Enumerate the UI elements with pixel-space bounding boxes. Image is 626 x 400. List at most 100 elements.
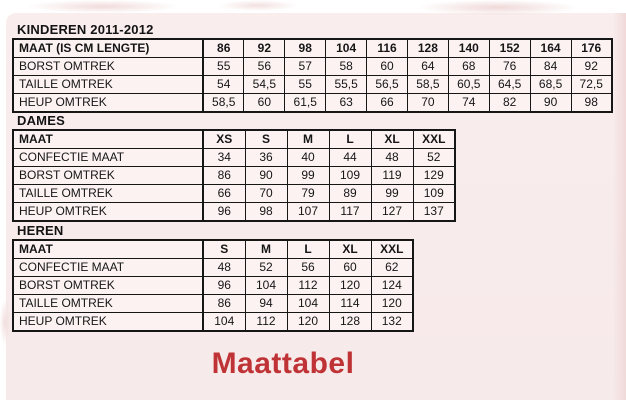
value-cell: 60 — [328, 258, 372, 277]
size-header-cell: XL — [370, 129, 414, 149]
table-header-row: MAAT S M L XL XXL — [12, 239, 414, 259]
value-cell: 48 — [370, 148, 414, 167]
row-label-cell: BORST OMTREK — [12, 166, 204, 185]
table-kinderen: MAAT (IS CM LENGTE) 86 92 98 104 116 128 140 152… — [12, 38, 613, 113]
size-header-cell: M — [286, 129, 330, 149]
size-header-cell: S — [202, 239, 246, 259]
value-cell: 70 — [244, 184, 288, 203]
value-cell: 132 — [370, 312, 414, 332]
row-label-cell: HEUP OMTREK — [12, 93, 204, 113]
value-cell: 109 — [328, 166, 372, 185]
value-cell: 72,5 — [570, 75, 613, 94]
value-cell: 68,5 — [529, 75, 572, 94]
size-header-cell: 176 — [570, 38, 613, 58]
value-cell: 86 — [202, 166, 246, 185]
size-header-cell: XXL — [412, 129, 456, 149]
size-header-cell: XL — [328, 239, 372, 259]
value-cell: 86 — [202, 294, 246, 313]
value-cell: 109 — [412, 184, 456, 203]
page-title: Maattabel — [211, 347, 355, 380]
size-header-cell: L — [286, 239, 330, 259]
value-cell: 98 — [244, 202, 288, 222]
row-label-cell: BORST OMTREK — [12, 57, 204, 76]
value-cell: 40 — [286, 148, 330, 167]
size-header-cell: 92 — [243, 38, 286, 58]
value-cell: 120 — [286, 312, 330, 332]
value-cell: 129 — [412, 166, 456, 185]
row-label-header-cell: MAAT (IS CM LENGTE) — [12, 38, 204, 58]
section-title-dames: DAMES — [17, 113, 65, 128]
value-cell: 34 — [202, 148, 246, 167]
table-header-row: MAAT (IS CM LENGTE) 86 92 98 104 116 128 140 152… — [12, 38, 613, 58]
value-cell: 54,5 — [243, 75, 286, 94]
value-cell: 54 — [202, 75, 245, 94]
value-cell: 124 — [370, 276, 414, 295]
value-cell: 64,5 — [488, 75, 531, 94]
size-header-cell: L — [328, 129, 372, 149]
table-row: HEUP OMTREK 104 112 120 128 132 — [12, 312, 414, 332]
size-header-cell: 98 — [284, 38, 327, 58]
row-label-cell: TAILLE OMTREK — [12, 75, 204, 94]
value-cell: 84 — [529, 57, 572, 76]
value-cell: 58,5 — [406, 75, 449, 94]
value-cell: 55,5 — [325, 75, 368, 94]
row-label-header-cell: MAAT — [12, 239, 204, 259]
table-row: BORST OMTREK 86 90 99 109 119 129 — [12, 166, 456, 185]
table-row: TAILLE OMTREK 86 94 104 114 120 — [12, 294, 414, 313]
size-header-cell: 104 — [325, 38, 368, 58]
row-label-cell: CONFECTIE MAAT — [12, 148, 204, 167]
value-cell: 63 — [325, 93, 368, 113]
table-row: TAILLE OMTREK 66 70 79 89 99 109 — [12, 184, 456, 203]
size-header-cell: 116 — [366, 38, 408, 58]
size-header-cell: XXL — [370, 239, 414, 259]
section-title-kinderen: KINDEREN 2011-2012 — [17, 22, 154, 37]
table-header-row: MAAT XS S M L XL XXL — [12, 129, 456, 149]
value-cell: 61,5 — [284, 93, 327, 113]
value-cell: 99 — [286, 166, 330, 185]
value-cell: 58 — [325, 57, 368, 76]
value-cell: 48 — [202, 258, 246, 277]
value-cell: 114 — [328, 294, 372, 313]
value-cell: 119 — [370, 166, 414, 185]
value-cell: 104 — [202, 312, 246, 332]
table-row: TAILLE OMTREK 54 54,5 55 55,5 56,5 58,5 60,5 64,… — [12, 75, 613, 94]
value-cell: 82 — [488, 93, 531, 113]
row-label-cell: HEUP OMTREK — [12, 202, 204, 222]
value-cell: 127 — [370, 202, 414, 222]
value-cell: 74 — [447, 93, 490, 113]
value-cell: 70 — [406, 93, 449, 113]
size-header-cell: XS — [202, 129, 246, 149]
value-cell: 128 — [328, 312, 372, 332]
value-cell: 36 — [244, 148, 288, 167]
value-cell: 52 — [244, 258, 288, 277]
size-header-cell: S — [244, 129, 288, 149]
value-cell: 89 — [328, 184, 372, 203]
value-cell: 58,5 — [202, 93, 245, 113]
value-cell: 79 — [286, 184, 330, 203]
value-cell: 98 — [570, 93, 613, 113]
value-cell: 90 — [529, 93, 572, 113]
value-cell: 76 — [488, 57, 531, 76]
value-cell: 120 — [328, 276, 372, 295]
size-header-cell: 86 — [202, 38, 245, 58]
scan-smudge — [28, 0, 178, 13]
value-cell: 117 — [328, 202, 372, 222]
row-label-cell: BORST OMTREK — [12, 276, 204, 295]
value-cell: 66 — [366, 93, 408, 113]
value-cell: 112 — [286, 276, 330, 295]
value-cell: 55 — [284, 75, 327, 94]
row-label-cell: TAILLE OMTREK — [12, 184, 204, 203]
table-row: HEUP OMTREK 58,5 60 61,5 63 66 70 74 82 90 98 — [12, 93, 613, 113]
table-row: CONFECTIE MAAT 34 36 40 44 48 52 — [12, 148, 456, 167]
value-cell: 62 — [370, 258, 414, 277]
value-cell: 96 — [202, 276, 246, 295]
value-cell: 56 — [286, 258, 330, 277]
value-cell: 90 — [244, 166, 288, 185]
table-dames: MAAT XS S M L XL XXL CONFECTIE MAAT 34 36 40 44 48 52… — [12, 129, 456, 222]
value-cell: 137 — [412, 202, 456, 222]
value-cell: 94 — [244, 294, 288, 313]
row-label-cell: CONFECTIE MAAT — [12, 258, 204, 277]
row-label-cell: TAILLE OMTREK — [12, 294, 204, 313]
table-heren: MAAT S M L XL XXL CONFECTIE MAAT 48 52 56 60 62 BORS… — [12, 239, 414, 332]
section-title-heren: HEREN — [17, 223, 64, 238]
